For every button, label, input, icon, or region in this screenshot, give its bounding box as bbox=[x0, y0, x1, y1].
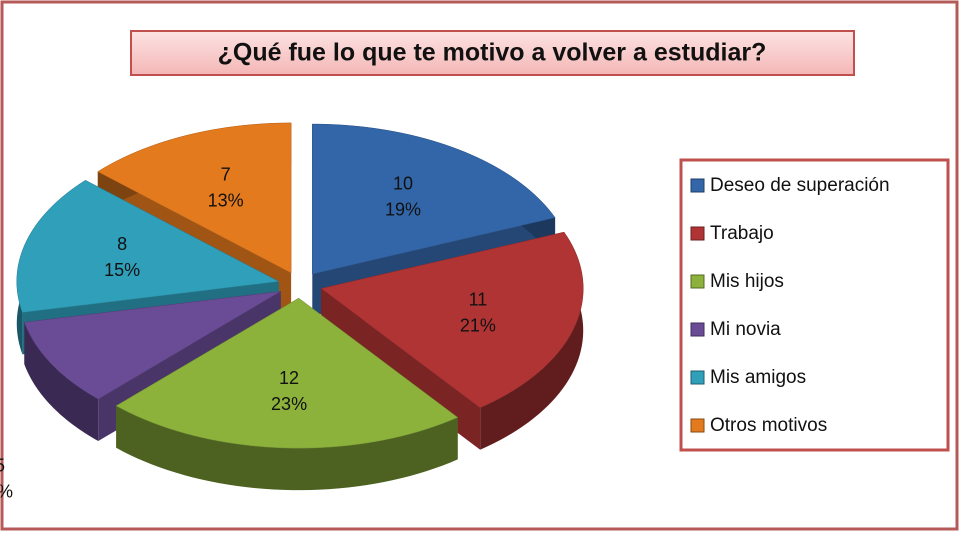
slice-wall bbox=[24, 322, 99, 441]
legend: Deseo de superación Trabajo Mis hijos Mi no… bbox=[690, 175, 890, 436]
legend-swatch bbox=[690, 418, 705, 433]
title-box bbox=[130, 30, 855, 76]
legend-swatch bbox=[690, 226, 705, 241]
legend-label: Mis amigos bbox=[710, 367, 806, 388]
slice-wall bbox=[116, 405, 458, 491]
legend-swatch bbox=[690, 370, 705, 385]
data-label: 5 bbox=[0, 456, 5, 476]
slice bbox=[115, 297, 459, 449]
legend-label: Mi novia bbox=[710, 319, 781, 340]
legend-swatch bbox=[690, 322, 705, 337]
data-label: 13% bbox=[208, 191, 244, 211]
slice bbox=[312, 123, 556, 275]
data-label: 19% bbox=[385, 200, 421, 220]
data-label: 7 bbox=[221, 165, 231, 185]
data-label: 21% bbox=[460, 316, 496, 336]
legend-label: Otros motivos bbox=[710, 415, 827, 436]
legend-box bbox=[679, 158, 950, 452]
legend-label: Mis hijos bbox=[710, 271, 784, 292]
chart-title: ¿Qué fue lo que te motivo a volver a est… bbox=[218, 39, 767, 67]
slice-wall bbox=[480, 232, 584, 450]
legend-label: Trabajo bbox=[710, 223, 774, 244]
data-label: 10 bbox=[393, 174, 413, 194]
slice bbox=[97, 122, 292, 274]
data-label: 12 bbox=[279, 368, 299, 388]
slice bbox=[320, 231, 584, 408]
pie: 7 13% 10 19% 8 15% 11 21% 5 9% 12 23% bbox=[0, 122, 584, 502]
data-label: 8 bbox=[117, 234, 127, 254]
slice bbox=[16, 179, 280, 313]
legend-swatch bbox=[690, 178, 705, 193]
data-label: 15% bbox=[104, 260, 140, 280]
legend-label: Deseo de superación bbox=[710, 175, 890, 196]
slice bbox=[24, 291, 281, 400]
data-label: 9% bbox=[0, 482, 13, 502]
legend-swatch bbox=[690, 274, 705, 289]
data-label: 11 bbox=[469, 290, 488, 310]
data-label: 23% bbox=[271, 394, 307, 414]
